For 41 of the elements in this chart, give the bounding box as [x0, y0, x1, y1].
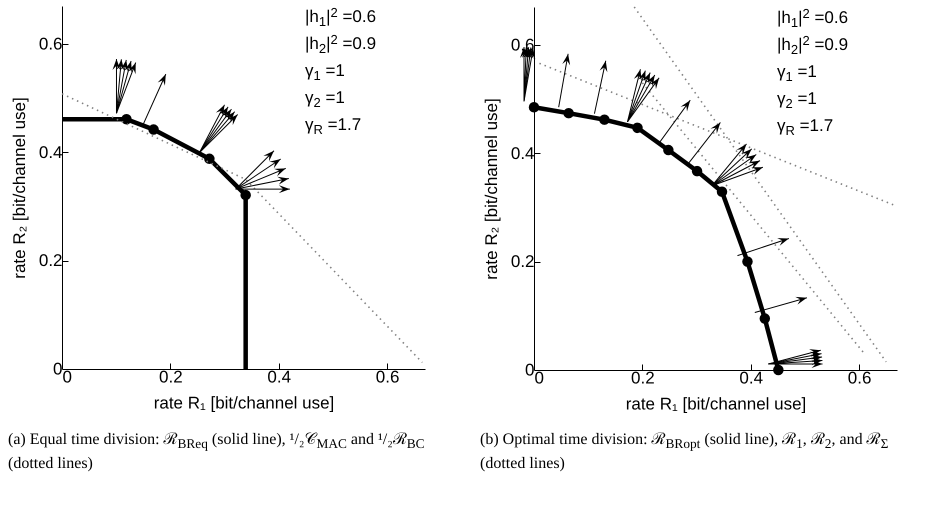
annotation: γ$_{1}$ =1: [777, 62, 817, 84]
x-axis-title: rate R₁ [bit/channel use]: [154, 394, 334, 412]
point: [742, 256, 753, 267]
x-tick-label: 0.2: [159, 368, 183, 386]
annotation: γ$_{R}$ =1.7: [305, 115, 362, 137]
y-axis-title: rate R₂ [bit/channel use]: [10, 97, 29, 279]
point: [760, 313, 770, 324]
point: [528, 102, 540, 112]
point: [663, 144, 674, 156]
annotation: |h$_{1}$|$^{2}$ =0.6: [777, 6, 848, 30]
x-tick-label: 0.6: [848, 368, 872, 388]
point: [599, 114, 610, 125]
point: [773, 364, 784, 376]
point: [632, 122, 643, 134]
point: [121, 114, 132, 124]
x-tick-label: 0.6: [376, 368, 400, 386]
point: [716, 186, 728, 197]
x-tick-label: 0.4: [267, 368, 292, 386]
annotation: γ$_{2}$ =1: [777, 89, 817, 111]
annotation: γ$_{R}$ =1.7: [777, 116, 834, 138]
annotation: γ$_{2}$ =1: [305, 88, 345, 110]
y-tick-label: 0.4: [38, 142, 62, 162]
annotation: |h$_{2}$|$^{2}$ =0.9: [777, 32, 848, 57]
y-tick-label: 0.4: [510, 144, 534, 163]
y-tick-label: 0.6: [38, 34, 62, 54]
point: [240, 190, 251, 200]
point: [692, 166, 702, 176]
chart-title: (b) Optimal time division: ℛ$_{BRopt}$ (solid line), ℛ$_{1}$, ℛ$_{2}$, and ℛ$_{Σ}$ (dotted lines): [480, 431, 888, 472]
point: [204, 154, 215, 164]
y-tick-label: 0.2: [38, 251, 62, 270]
point: [563, 108, 574, 118]
y-axis-title: rate R₂ [bit/channel use]: [482, 98, 501, 280]
annotation: |h$_{1}$|$^{2}$ =0.6: [305, 4, 376, 29]
chart-title: (a) Equal time division: ℛ$_{BReq}$ (solid line), ¹/₂𝒞$_{MAC}$ and ¹/₂ℛ$_{BC}$ (dotted lines): [8, 431, 425, 472]
annotation: γ$_{1}$ =1: [305, 61, 345, 83]
point: [148, 124, 159, 135]
x-tick-label: 0.2: [631, 368, 655, 388]
x-axis-title: rate R₁ [bit/channel use]: [626, 394, 806, 414]
y-tick-label: 0.2: [510, 252, 534, 272]
x-tick-label: 0.4: [739, 368, 764, 388]
annotation: |h$_{2}$|$^{2}$ =0.9: [305, 32, 376, 56]
